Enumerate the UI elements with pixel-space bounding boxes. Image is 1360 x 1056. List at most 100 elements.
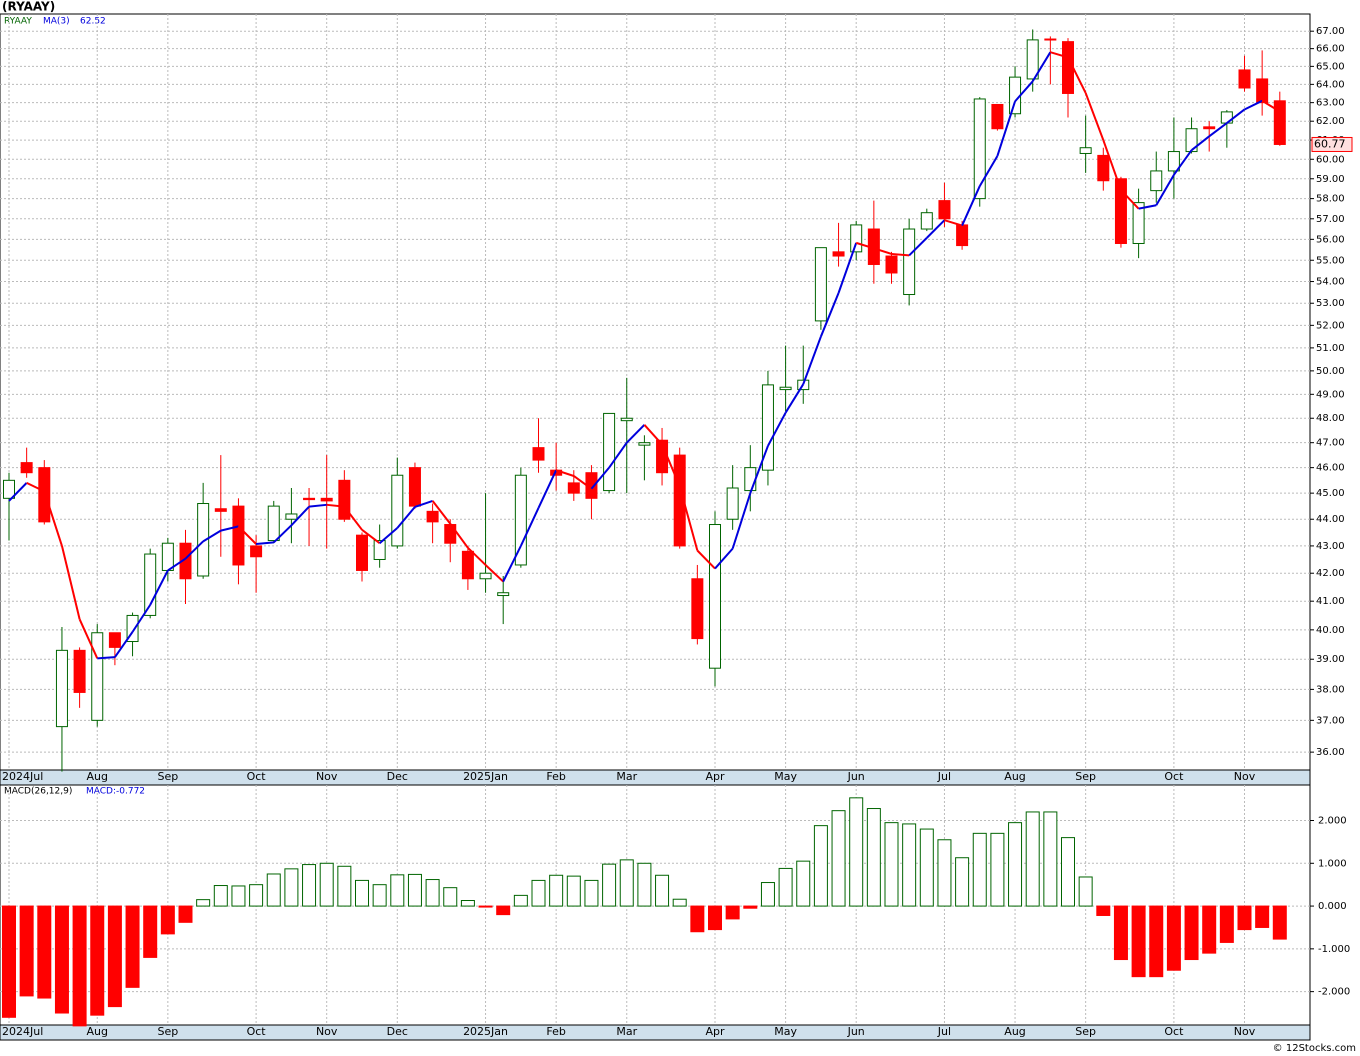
ma-segment	[1102, 139, 1122, 191]
x-tick-label: Jul	[937, 1025, 951, 1038]
ma-segment	[149, 570, 169, 606]
macd-bar	[478, 905, 493, 908]
macd-bar	[460, 900, 475, 907]
ma-segment	[184, 540, 204, 560]
y-tick-label: -1.000	[1318, 944, 1350, 955]
candle-body	[1167, 151, 1180, 172]
ma-segment	[1226, 108, 1246, 124]
candle-body	[126, 614, 139, 643]
candle-body	[73, 649, 86, 693]
candle-body	[991, 103, 1004, 130]
candle-body	[1079, 147, 1092, 154]
macd-bar	[637, 862, 652, 907]
y-tick-label: 44.00	[1316, 514, 1345, 525]
macd-bar	[1113, 905, 1128, 961]
candle-body	[514, 474, 527, 566]
x-tick-label: 2025Jan	[463, 770, 508, 783]
y-tick-label: 62.00	[1316, 116, 1345, 127]
macd-bar	[443, 887, 458, 907]
ma-segment	[1173, 149, 1193, 176]
macd-bar	[760, 882, 775, 907]
ma-segment	[343, 506, 363, 531]
macd-bar	[602, 863, 617, 907]
candle-body	[1273, 100, 1286, 145]
x-tick-label: Dec	[387, 1025, 408, 1038]
x-tick-label: May	[774, 1025, 797, 1038]
candle-body	[20, 462, 33, 474]
ma-segment	[97, 656, 115, 660]
ma-segment	[256, 541, 274, 546]
macd-bar	[372, 884, 387, 907]
macd-bar	[1219, 905, 1234, 943]
last-price-box	[1311, 136, 1353, 152]
candle-body	[779, 386, 792, 391]
ma-segment	[1120, 189, 1140, 210]
ma-segment	[519, 507, 540, 547]
candle-body	[920, 212, 933, 230]
ma-segment	[961, 185, 981, 226]
candle-body	[885, 255, 898, 274]
y-tick-label: 60.00	[1316, 154, 1345, 165]
x-tick-label: Aug	[1004, 1025, 1025, 1038]
y-tick-label: 37.00	[1316, 715, 1345, 726]
macd-bar	[778, 867, 793, 907]
macd-bar	[619, 859, 634, 907]
ma-segment	[837, 242, 858, 294]
candle-body	[3, 479, 15, 499]
ma-segment	[361, 529, 381, 545]
y-tick-label: 45.00	[1316, 488, 1345, 499]
macd-bar	[54, 905, 69, 1014]
ma-segment	[26, 481, 45, 493]
macd-bar	[319, 862, 334, 907]
ma-segment	[802, 336, 822, 385]
y-tick-label: 59.00	[1316, 174, 1345, 185]
price-panel	[0, 13, 1311, 771]
x-tick-label: Sep	[157, 1025, 178, 1038]
ma-segment	[484, 564, 504, 583]
macd-bar	[407, 873, 422, 907]
y-tick-label: 38.00	[1316, 684, 1345, 695]
candle-body	[620, 417, 633, 422]
x-tick-label: Aug	[1004, 770, 1025, 783]
x-tick-label: Jun	[847, 1025, 865, 1038]
plot-layer: 2024Jul 2024Jul Aug Aug Sep Sep Oct Oct Nov Nov De…	[0, 14, 1353, 1038]
macd-bar	[584, 879, 599, 907]
candle-body	[903, 228, 916, 296]
candle-body	[91, 632, 104, 721]
legend-symbol: RYAAY	[4, 17, 32, 27]
candle-body	[267, 505, 280, 542]
ma-segment	[784, 383, 805, 414]
ma-segment	[537, 469, 558, 509]
x-tick-label: Nov	[316, 770, 338, 783]
ma-segment	[8, 482, 28, 502]
y-tick-label: 66.00	[1316, 44, 1345, 55]
macd-bar	[902, 823, 917, 907]
ma-segment	[643, 424, 663, 446]
macd-bar	[1078, 876, 1093, 907]
ma-segment	[1155, 174, 1175, 206]
macd-bar	[531, 879, 546, 907]
candle-body	[1097, 154, 1110, 182]
x-tick-label: Mar	[616, 770, 637, 783]
candle-body	[567, 482, 580, 494]
y-tick-label: 43.00	[1316, 541, 1345, 552]
ma-segment	[202, 529, 222, 543]
ma-segment	[378, 527, 398, 544]
macd-bar	[1131, 905, 1146, 978]
ma-segment	[1050, 51, 1069, 59]
macd-bar	[1202, 905, 1217, 954]
macd-bar	[1043, 811, 1058, 907]
y-tick-label: 67.00	[1316, 26, 1345, 37]
macd-bar	[213, 885, 228, 907]
macd-bar	[107, 905, 122, 1008]
macd-bar	[355, 879, 369, 907]
ma-segment	[1067, 57, 1087, 94]
candle-body	[691, 578, 704, 640]
legend-macd: MACD(26,12,9)	[4, 787, 72, 797]
ma-segment	[978, 155, 999, 187]
macd-bar	[1061, 837, 1075, 907]
y-tick-label: 1.000	[1318, 858, 1347, 869]
ma-segment	[944, 219, 963, 227]
y-tick-label: 53.00	[1316, 298, 1345, 309]
candle-body	[1026, 39, 1039, 80]
